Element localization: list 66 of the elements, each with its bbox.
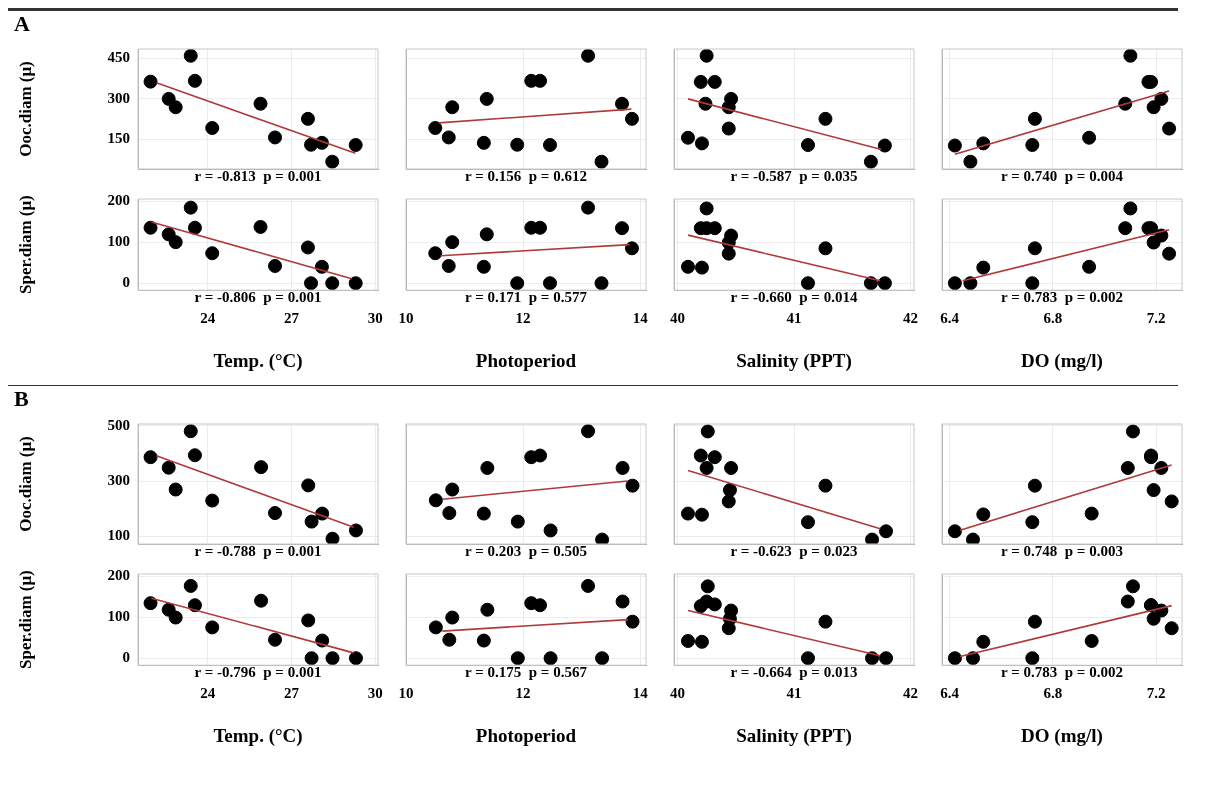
annotation: r = -0.664 p = 0.013	[730, 664, 858, 681]
annotation: r = -0.806 p = 0.001	[194, 289, 322, 306]
annotation: r = 0.203 p = 0.505	[465, 542, 587, 559]
x-axis-title: Salinity (PPT)	[736, 349, 852, 372]
x-tick-label: 27	[283, 685, 300, 702]
x-tick-label: 42	[903, 310, 918, 327]
x-tick-label: 6.4	[940, 685, 960, 702]
y-tick-label: 300	[107, 89, 130, 106]
x-tick-label: 7.2	[1146, 685, 1166, 702]
y-tick-label: 200	[107, 191, 130, 208]
y-axis-title: Sper.diam (μ)	[15, 195, 35, 294]
annotation: r = -0.623 p = 0.023	[730, 542, 858, 559]
annotation: r = 0.171 p = 0.577	[465, 289, 588, 306]
x-tick-label: 7.2	[1146, 310, 1166, 327]
x-tick-label: 24	[200, 685, 216, 702]
x-axis-title: Temp. (°C)	[213, 724, 303, 747]
y-tick-label: 100	[107, 527, 130, 544]
annotation: r = -0.796 p = 0.001	[194, 664, 322, 681]
chart-title: A	[13, 11, 31, 37]
annotation: r = 0.783 p = 0.002	[1001, 289, 1123, 306]
x-tick-label: 42	[903, 685, 918, 702]
x-tick-label: 40	[670, 685, 685, 702]
annotation: r = -0.660 p = 0.014	[730, 289, 858, 306]
x-axis-title: Photoperiod	[475, 724, 577, 746]
x-tick-label: 30	[367, 310, 383, 327]
y-axis-title: Sper.diam (μ)	[15, 570, 35, 669]
x-tick-label: 14	[632, 685, 649, 702]
annotation: r = 0.175 p = 0.567	[465, 664, 588, 681]
x-axis-title: Temp. (°C)	[213, 349, 303, 372]
x-tick-label: 41	[786, 685, 802, 702]
x-tick-label: 40	[670, 310, 685, 327]
y-tick-label: 100	[107, 608, 130, 625]
x-axis-title: Salinity (PPT)	[736, 724, 852, 747]
y-tick-label: 450	[107, 49, 130, 66]
x-tick-label: 12	[515, 310, 531, 327]
annotation: r = -0.813 p = 0.001	[194, 167, 322, 184]
x-axis-title: Photoperiod	[475, 349, 577, 371]
y-axis-title: Ooc.diam (μ)	[15, 61, 35, 157]
y-axis-title: Ooc.diam (μ)	[15, 436, 35, 532]
x-axis-title: DO (mg/l)	[1021, 349, 1103, 372]
x-tick-label: 10	[398, 310, 414, 327]
y-tick-label: 150	[107, 130, 130, 147]
x-tick-label: 6.8	[1043, 310, 1063, 327]
x-tick-label: 30	[367, 685, 383, 702]
annotation: r = 0.748 p = 0.003	[1001, 542, 1123, 559]
annotation: r = -0.788 p = 0.001	[194, 542, 322, 559]
x-tick-label: 27	[283, 310, 300, 327]
y-tick-label: 100	[107, 233, 130, 250]
x-tick-label: 41	[786, 310, 802, 327]
x-axis-title: DO (mg/l)	[1021, 724, 1103, 747]
x-tick-label: 10	[398, 685, 414, 702]
x-tick-label: 14	[632, 310, 649, 327]
y-tick-label: 500	[107, 416, 130, 433]
y-tick-label: 200	[107, 566, 130, 583]
chart-title: B	[13, 386, 30, 412]
x-tick-label: 6.8	[1043, 685, 1063, 702]
annotation: r = 0.156 p = 0.612	[465, 167, 587, 184]
x-tick-label: 12	[515, 685, 531, 702]
y-tick-label: 0	[122, 274, 130, 291]
x-tick-label: 24	[200, 310, 216, 327]
annotation: r = 0.783 p = 0.002	[1001, 664, 1123, 681]
annotation: r = 0.740 p = 0.004	[1001, 167, 1124, 184]
annotation: r = -0.587 p = 0.035	[730, 167, 858, 184]
y-tick-label: 0	[122, 649, 130, 666]
x-tick-label: 6.4	[940, 310, 960, 327]
y-tick-label: 300	[107, 472, 130, 489]
